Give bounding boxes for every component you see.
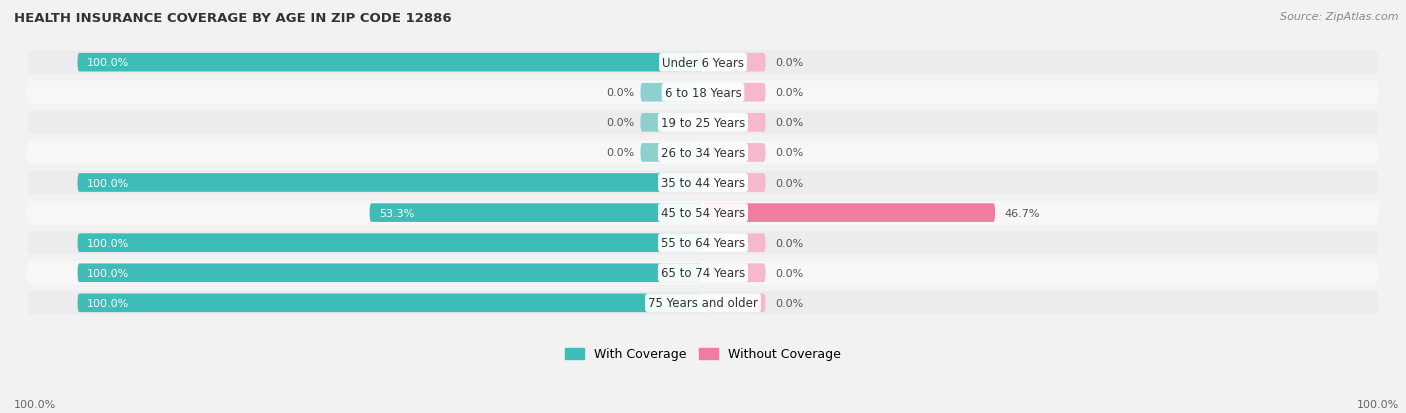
FancyBboxPatch shape <box>641 114 703 132</box>
FancyBboxPatch shape <box>28 51 1378 75</box>
Text: 100.0%: 100.0% <box>87 178 129 188</box>
FancyBboxPatch shape <box>77 174 703 192</box>
FancyBboxPatch shape <box>370 204 703 222</box>
Text: 100.0%: 100.0% <box>87 58 129 68</box>
Text: Under 6 Years: Under 6 Years <box>662 57 744 69</box>
FancyBboxPatch shape <box>703 234 765 252</box>
FancyBboxPatch shape <box>703 114 765 132</box>
Text: 0.0%: 0.0% <box>775 268 803 278</box>
FancyBboxPatch shape <box>703 174 765 192</box>
Text: 46.7%: 46.7% <box>1004 208 1040 218</box>
Text: 0.0%: 0.0% <box>775 178 803 188</box>
Text: 0.0%: 0.0% <box>775 58 803 68</box>
FancyBboxPatch shape <box>641 84 703 102</box>
Text: 0.0%: 0.0% <box>775 88 803 98</box>
FancyBboxPatch shape <box>28 81 1378 105</box>
FancyBboxPatch shape <box>703 84 765 102</box>
Text: 100.0%: 100.0% <box>87 238 129 248</box>
Text: 100.0%: 100.0% <box>87 298 129 308</box>
Text: 6 to 18 Years: 6 to 18 Years <box>665 87 741 100</box>
FancyBboxPatch shape <box>703 54 765 72</box>
Legend: With Coverage, Without Coverage: With Coverage, Without Coverage <box>565 347 841 361</box>
Text: 75 Years and older: 75 Years and older <box>648 297 758 310</box>
Text: 0.0%: 0.0% <box>775 298 803 308</box>
Text: 0.0%: 0.0% <box>775 118 803 128</box>
Text: 45 to 54 Years: 45 to 54 Years <box>661 206 745 220</box>
FancyBboxPatch shape <box>77 234 703 252</box>
FancyBboxPatch shape <box>28 141 1378 165</box>
Text: 26 to 34 Years: 26 to 34 Years <box>661 147 745 159</box>
Text: 100.0%: 100.0% <box>87 268 129 278</box>
Text: 0.0%: 0.0% <box>775 238 803 248</box>
Text: 0.0%: 0.0% <box>775 148 803 158</box>
FancyBboxPatch shape <box>77 264 703 282</box>
Text: 100.0%: 100.0% <box>14 399 56 409</box>
FancyBboxPatch shape <box>28 202 1378 225</box>
Text: 0.0%: 0.0% <box>606 118 634 128</box>
Text: HEALTH INSURANCE COVERAGE BY AGE IN ZIP CODE 12886: HEALTH INSURANCE COVERAGE BY AGE IN ZIP … <box>14 12 451 25</box>
FancyBboxPatch shape <box>77 294 703 312</box>
FancyBboxPatch shape <box>28 171 1378 195</box>
FancyBboxPatch shape <box>703 294 765 312</box>
FancyBboxPatch shape <box>703 204 995 222</box>
FancyBboxPatch shape <box>28 112 1378 135</box>
FancyBboxPatch shape <box>28 261 1378 285</box>
Text: Source: ZipAtlas.com: Source: ZipAtlas.com <box>1281 12 1399 22</box>
Text: 0.0%: 0.0% <box>606 148 634 158</box>
FancyBboxPatch shape <box>77 54 703 72</box>
Text: 0.0%: 0.0% <box>606 88 634 98</box>
Text: 65 to 74 Years: 65 to 74 Years <box>661 267 745 280</box>
FancyBboxPatch shape <box>28 231 1378 255</box>
FancyBboxPatch shape <box>703 144 765 162</box>
Text: 19 to 25 Years: 19 to 25 Years <box>661 116 745 130</box>
Text: 53.3%: 53.3% <box>380 208 415 218</box>
FancyBboxPatch shape <box>28 292 1378 315</box>
Text: 35 to 44 Years: 35 to 44 Years <box>661 177 745 190</box>
Text: 100.0%: 100.0% <box>1357 399 1399 409</box>
Text: 55 to 64 Years: 55 to 64 Years <box>661 237 745 249</box>
FancyBboxPatch shape <box>703 264 765 282</box>
FancyBboxPatch shape <box>641 144 703 162</box>
